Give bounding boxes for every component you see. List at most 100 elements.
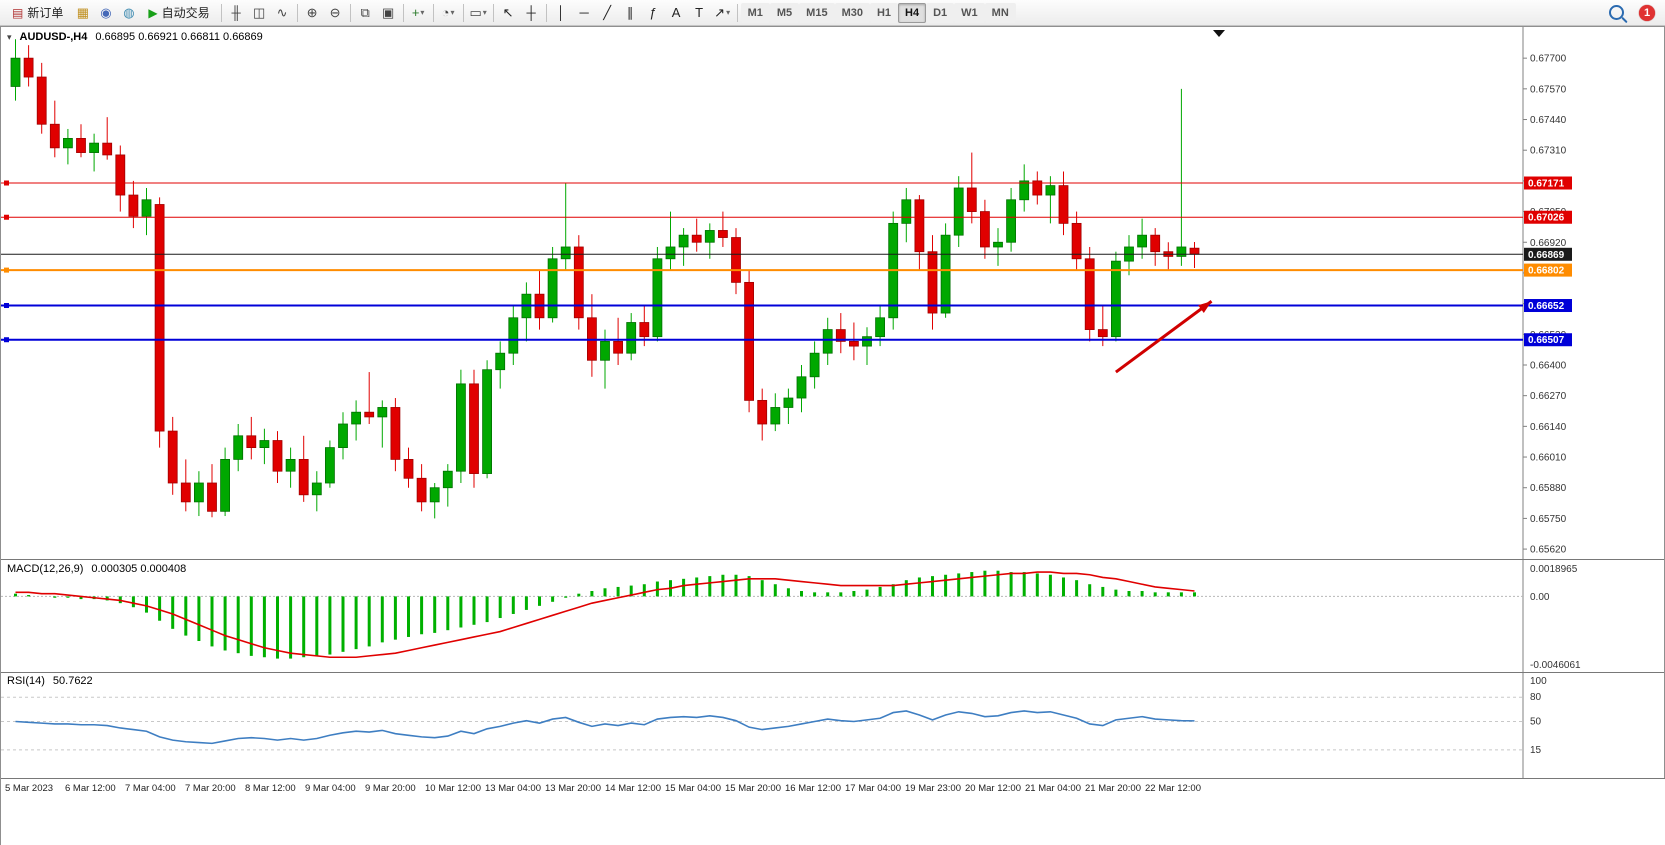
equidistant-channel-icon[interactable]: ∥ <box>619 2 642 24</box>
new-chart-icon[interactable]: + ▾ <box>407 2 430 24</box>
horizontal-line-icon[interactable]: ─ <box>573 2 596 24</box>
horizontal-line[interactable]: 0.66802 <box>1 263 1572 277</box>
tile-windows-icon[interactable]: ⧉ <box>354 2 377 24</box>
chart-title: AUDUSD-,H4 <box>19 31 88 43</box>
timeframe-H4[interactable]: H4 <box>898 2 927 23</box>
terminal-icon[interactable]: ◍ <box>117 2 140 24</box>
svg-text:0.0018965: 0.0018965 <box>1530 564 1578 575</box>
timeframe-M30[interactable]: M30 <box>834 2 870 23</box>
svg-text:0.67171: 0.67171 <box>1528 179 1565 190</box>
search-icon[interactable] <box>1609 5 1624 20</box>
navigator-icon[interactable]: ◉ <box>94 2 117 24</box>
crosshair-icon[interactable]: ┼ <box>520 2 543 24</box>
chart-window: ▾ AUDUSD-,H4 0.66895 0.66921 0.66811 0.6… <box>0 26 1665 845</box>
market-watch-icon[interactable]: ▦ <box>71 2 94 24</box>
svg-text:0.65620: 0.65620 <box>1530 545 1567 556</box>
fibonacci-icon[interactable]: ƒ <box>642 2 665 24</box>
chart-shot-icon[interactable]: ▭ ▾ <box>467 2 490 24</box>
rsi-panel[interactable]: 100 80 50 15 <box>1 672 1664 778</box>
new-order-button-label: 新订单 <box>27 6 64 20</box>
cascade-windows-icon[interactable]: ▣ <box>377 2 400 24</box>
time-label: 7 Mar 20:00 <box>185 783 236 794</box>
time-label: 6 Mar 12:00 <box>65 783 116 794</box>
toolbar-separator <box>545 3 547 22</box>
toolbar-separator <box>736 3 738 22</box>
toolbar-separator <box>349 3 351 22</box>
candlestick-chart-icon[interactable]: ◫ <box>248 2 271 24</box>
time-label: 10 Mar 12:00 <box>425 783 481 794</box>
timeframe-MN[interactable]: MN <box>984 2 1016 23</box>
window-footer <box>1 798 1665 845</box>
time-label: 16 Mar 12:00 <box>785 783 841 794</box>
auto-scroll-marker[interactable] <box>1213 30 1225 37</box>
macd-label-bar: MACD(12,26,9) 0.000305 0.000408 <box>7 563 186 575</box>
toolbar-separator <box>220 3 222 22</box>
candles <box>10 39 1200 519</box>
timeframe-M5[interactable]: M5 <box>769 2 800 23</box>
svg-text:0.66802: 0.66802 <box>1528 266 1565 277</box>
svg-text:0.67310: 0.67310 <box>1530 146 1567 157</box>
svg-text:0.66869: 0.66869 <box>1528 250 1565 261</box>
timeframe-M1[interactable]: M1 <box>740 2 770 23</box>
zoom-in-icon[interactable]: ⊕ <box>301 2 324 24</box>
svg-text:80: 80 <box>1530 692 1542 703</box>
chart-ohlc: 0.66895 0.66921 0.66811 0.66869 <box>95 31 263 43</box>
svg-text:0.66507: 0.66507 <box>1528 335 1565 346</box>
time-axis[interactable]: 5 Mar 2023 6 Mar 12:00 7 Mar 04:00 7 Mar 20… <box>1 778 1665 798</box>
line-chart-icon[interactable]: ∿ <box>271 2 294 24</box>
timeframe-M15[interactable]: M15 <box>799 2 835 23</box>
toolbar-items: ▤ 新订单 ▦ ◉ ◍ ▶ 自动交易 ╫ ◫ ∿ ⊕ ⊖ ⧉ ▣ + ▾ ◔ ▾ ▭ ▾ ↖ ┼ │ ─ ╱ ∥ ƒ A T ↗ ▾ M1 M5… <box>4 2 1016 24</box>
timeframe-W1[interactable]: W1 <box>954 2 985 23</box>
horizontal-line[interactable]: 0.66507 <box>1 333 1572 347</box>
macd-histogram <box>14 570 1196 659</box>
time-label: 13 Mar 04:00 <box>485 783 541 794</box>
time-label: 20 Mar 12:00 <box>965 783 1021 794</box>
text-label-icon[interactable]: T <box>688 2 711 24</box>
bar-chart-icon[interactable]: ╫ <box>225 2 248 24</box>
vertical-line-icon[interactable]: │ <box>550 2 573 24</box>
time-label: 17 Mar 04:00 <box>845 783 901 794</box>
macd-panel[interactable]: 0.0018965 0.00 -0.0046061 <box>1 559 1664 672</box>
horizontal-line[interactable]: 0.66652 <box>1 299 1572 313</box>
zoom-out-icon[interactable]: ⊖ <box>324 2 347 24</box>
arrows-icon[interactable]: ↗ ▾ <box>711 2 734 24</box>
timeframe-H1[interactable]: H1 <box>869 2 899 23</box>
macd-signal-line <box>15 571 1195 659</box>
new-order-icon: ▤ <box>12 5 24 20</box>
svg-text:0.66400: 0.66400 <box>1530 360 1567 371</box>
price-chart[interactable]: 0.677000.675700.674400.673100.671800.670… <box>1 27 1664 559</box>
price-badge <box>1524 263 1572 277</box>
horizontal-line[interactable]: 0.67171 <box>1 176 1572 190</box>
trendline-icon[interactable]: ╱ <box>596 2 619 24</box>
toolbar-separator <box>402 3 404 22</box>
timeframe-D1[interactable]: D1 <box>926 2 955 23</box>
rsi-label: RSI(14) <box>7 675 45 687</box>
svg-text:0.67700: 0.67700 <box>1530 54 1567 65</box>
svg-text:100: 100 <box>1530 676 1547 687</box>
period-icon[interactable]: ◔ ▾ <box>437 2 460 24</box>
svg-text:0.67440: 0.67440 <box>1530 115 1567 126</box>
auto-trading-button[interactable]: ▶ 自动交易 <box>140 2 217 24</box>
price-badge <box>1524 299 1572 313</box>
dropdown-caret-icon: ▾ <box>482 8 487 17</box>
price-badge <box>1524 247 1572 261</box>
trend-arrow-annotation[interactable] <box>1115 300 1213 374</box>
toolbar-separator <box>492 3 494 22</box>
rsi-label-bar: RSI(14) 50.7622 <box>7 675 93 687</box>
toolbar-separator <box>432 3 434 22</box>
svg-text:-0.0046061: -0.0046061 <box>1530 660 1581 671</box>
time-label: 7 Mar 04:00 <box>125 783 176 794</box>
svg-text:0.67026: 0.67026 <box>1528 213 1565 224</box>
new-order-button[interactable]: ▤ 新订单 <box>4 2 71 24</box>
time-label: 19 Mar 23:00 <box>905 783 961 794</box>
horizontal-line[interactable]: 0.67026 <box>1 210 1572 224</box>
toolbar: ▤ 新订单 ▦ ◉ ◍ ▶ 自动交易 ╫ ◫ ∿ ⊕ ⊖ ⧉ ▣ + ▾ ◔ ▾ ▭ ▾ ↖ ┼ │ ─ ╱ ∥ ƒ A T ↗ ▾ M1 M5… <box>0 0 1665 26</box>
chart-collapse-icon[interactable]: ▾ <box>7 31 12 42</box>
time-label: 15 Mar 20:00 <box>725 783 781 794</box>
svg-text:0.65880: 0.65880 <box>1530 483 1567 494</box>
dropdown-caret-icon: ▾ <box>420 8 425 17</box>
notification-badge[interactable]: 1 <box>1639 4 1655 21</box>
text-icon[interactable]: A <box>665 2 688 24</box>
cursor-icon[interactable]: ↖ <box>497 2 520 24</box>
svg-text:0.66140: 0.66140 <box>1530 422 1567 433</box>
